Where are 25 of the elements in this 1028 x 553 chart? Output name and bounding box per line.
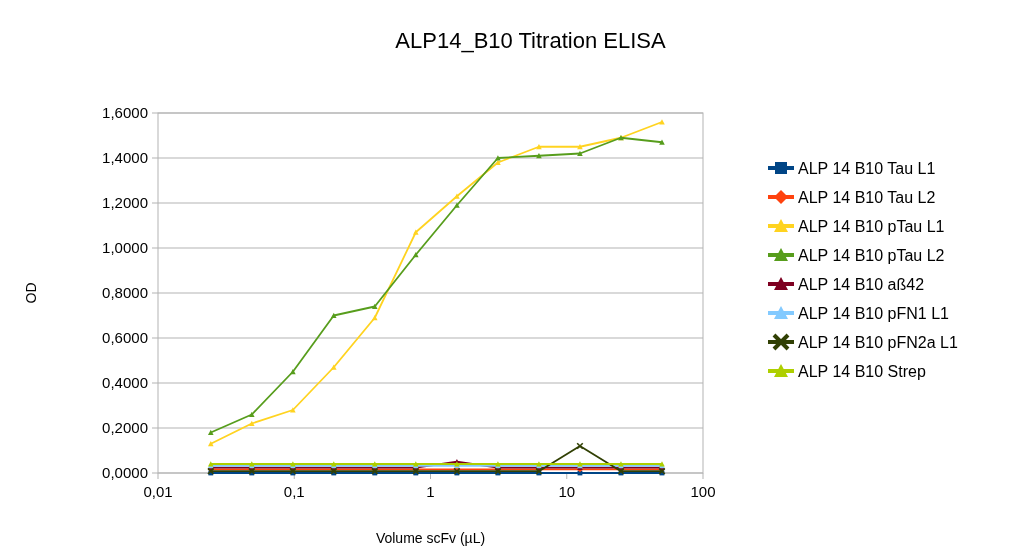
x-tick-label: 10	[558, 483, 576, 500]
x-axis-title: Volume scFv (µL)	[375, 530, 486, 546]
x-tick-label: 1	[426, 483, 435, 500]
legend-label: ALP 14 B10 aß42	[798, 275, 925, 293]
y-tick-label: 0,4000	[102, 374, 148, 392]
y-tick-label: 0,8000	[102, 284, 148, 302]
legend-label: ALP 14 B10 pFN2a L1	[798, 333, 958, 351]
legend-label: ALP 14 B10 pFN1 L1	[798, 304, 950, 322]
y-tick-label: 0,0000	[102, 464, 148, 482]
y-tick-label: 1,0000	[102, 239, 148, 257]
y-axis-title: OD	[23, 282, 39, 304]
y-tick-label: 1,6000	[102, 104, 148, 122]
x-tick-label: 0,1	[283, 483, 305, 500]
y-tick-label: 1,4000	[102, 149, 148, 167]
y-tick-label: 0,2000	[102, 419, 148, 437]
legend-label: ALP 14 B10 pTau L1	[798, 217, 945, 235]
x-tick-label: 100	[690, 483, 716, 500]
y-tick-label: 1,2000	[102, 194, 148, 212]
legend-label: ALP 14 B10 Tau L1	[798, 159, 936, 177]
legend-label: ALP 14 B10 Strep	[798, 362, 926, 380]
legend-label: ALP 14 B10 pTau L2	[798, 246, 945, 264]
y-tick-label: 0,6000	[102, 329, 148, 347]
x-tick-label: 0,01	[143, 483, 173, 500]
legend-label: ALP 14 B10 Tau L2	[798, 188, 936, 206]
chart-title: ALP14_B10 Titration ELISA	[395, 28, 666, 53]
